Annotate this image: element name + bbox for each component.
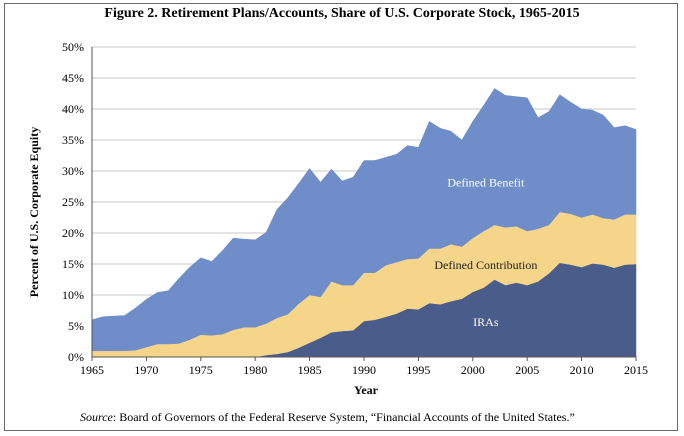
y-axis-label: Percent of U.S. Corporate Equity	[27, 127, 41, 297]
y-tick-label: 30%	[62, 164, 84, 178]
y-tick-label: 10%	[62, 288, 84, 302]
label-defined-contribution: Defined Contribution	[434, 258, 537, 272]
y-tick-label: 50%	[62, 40, 84, 54]
x-tick-label: 1985	[298, 363, 322, 377]
x-tick-label: 1980	[243, 363, 267, 377]
x-tick-label: 2005	[515, 363, 539, 377]
label-iras: IRAs	[473, 315, 499, 329]
label-defined-benefit: Defined Benefit	[447, 176, 525, 190]
x-tick-labels: 1965 1970 1975 1980 1985 1990 1995 2000 2005 2010…	[80, 357, 648, 377]
area-defined-benefit	[91, 88, 637, 352]
chart-title: Figure 2. Retirement Plans/Accounts, Sha…	[104, 6, 580, 21]
y-tick-label: 45%	[62, 71, 84, 85]
stacked-areas	[91, 88, 637, 358]
y-tick-label: 20%	[62, 226, 84, 240]
y-tick-label: 25%	[62, 195, 84, 209]
x-tick-label: 2000	[461, 363, 485, 377]
source-text: : Board of Governors of the Federal Rese…	[112, 410, 575, 424]
y-tick-label: 40%	[62, 102, 84, 116]
x-tick-label: 1990	[352, 363, 376, 377]
y-tick-label: 0%	[68, 350, 84, 364]
y-tick-labels: 0% 5% 10% 15% 20% 25% 30% 35% 40% 45% 50%	[62, 40, 84, 364]
y-tick-label: 15%	[62, 257, 84, 271]
series-labels: Defined Benefit Defined Contribution IRAs	[434, 176, 537, 330]
x-tick-label: 1970	[134, 363, 158, 377]
y-tick-label: 5%	[68, 319, 84, 333]
x-tick-label: 1975	[189, 363, 213, 377]
x-tick-label: 1965	[80, 363, 104, 377]
x-axis-label: Year	[354, 383, 379, 397]
y-tick-label: 35%	[62, 133, 84, 147]
source-label: Source	[80, 410, 113, 424]
x-tick-label: 2010	[570, 363, 594, 377]
source-note: Source: Board of Governors of the Federa…	[80, 410, 575, 425]
x-tick-label: 1995	[406, 363, 430, 377]
x-tick-label: 2015	[624, 363, 648, 377]
